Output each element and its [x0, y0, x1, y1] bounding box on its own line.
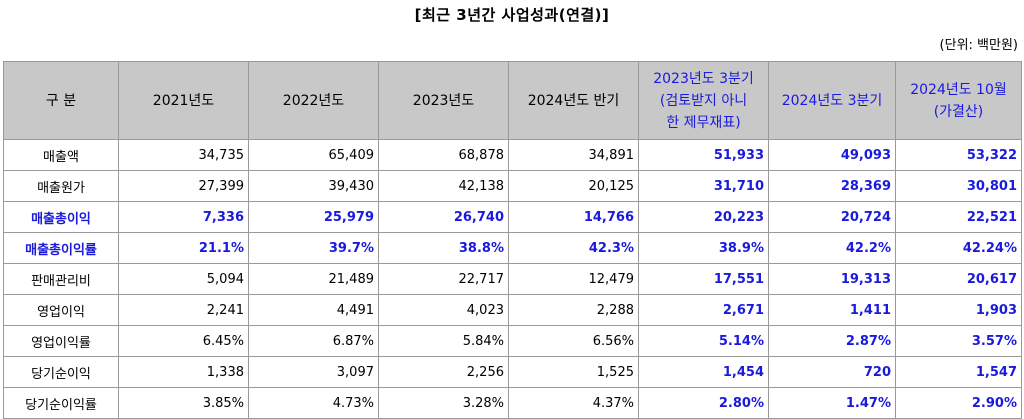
- table-cell: 6.56%: [508, 325, 639, 357]
- table-cell: 4,491: [248, 294, 379, 326]
- table-cell: 22,521: [895, 201, 1022, 233]
- table-title: [최근 3년간 사업성과(연결)]: [414, 6, 610, 24]
- table-cell: 30,801: [895, 170, 1022, 202]
- table-cell: 49,093: [768, 139, 896, 171]
- table-cell: 53,322: [895, 139, 1022, 171]
- table-cell: 2.87%: [768, 325, 896, 357]
- table-cell: 42,138: [378, 170, 509, 202]
- table-cell: 39.7%: [248, 232, 379, 264]
- table-cell: 38.8%: [378, 232, 509, 264]
- table-cell: 720: [768, 356, 896, 388]
- row-label: 당기순이익: [3, 356, 119, 388]
- header-2023: 2023년도: [378, 61, 509, 140]
- header-category: 구 분: [3, 61, 119, 140]
- table-cell: 6.87%: [248, 325, 379, 357]
- table-cell: 4.37%: [508, 387, 639, 419]
- table-cell: 22,717: [378, 263, 509, 295]
- table-cell: 7,336: [118, 201, 249, 233]
- table-row: 당기순이익 1,338 3,097 2,256 1,525 1,454 720 1,547: [3, 356, 1022, 388]
- table-cell: 20,223: [638, 201, 769, 233]
- row-label: 영업이익률: [3, 325, 119, 357]
- header-2023-q3: 2023년도 3분기 (검토받지 아니 한 제무재표): [638, 61, 769, 140]
- table-cell: 2,288: [508, 294, 639, 326]
- table-cell: 68,878: [378, 139, 509, 171]
- table-cell: 20,617: [895, 263, 1022, 295]
- table-cell: 5.14%: [638, 325, 769, 357]
- table-cell: 2,241: [118, 294, 249, 326]
- table-cell: 3.28%: [378, 387, 509, 419]
- table-cell: 25,979: [248, 201, 379, 233]
- table-cell: 14,766: [508, 201, 639, 233]
- table-cell: 2.90%: [895, 387, 1022, 419]
- table-row: 매출액 34,735 65,409 68,878 34,891 51,933 49,093 5…: [3, 139, 1022, 171]
- row-label: 판매관리비: [3, 263, 119, 295]
- table-cell: 26,740: [378, 201, 509, 233]
- table-cell: 1,411: [768, 294, 896, 326]
- table-cell: 1,525: [508, 356, 639, 388]
- table-cell: 20,724: [768, 201, 896, 233]
- table-cell: 31,710: [638, 170, 769, 202]
- table-cell: 42.24%: [895, 232, 1022, 264]
- table-row: 매출원가 27,399 39,430 42,138 20,125 31,710 28,369…: [3, 170, 1022, 202]
- header-2024-half: 2024년도 반기: [508, 61, 639, 140]
- row-label: 매출총이익: [3, 201, 119, 233]
- table-cell: 21.1%: [118, 232, 249, 264]
- table-cell: 34,735: [118, 139, 249, 171]
- table-cell: 1.47%: [768, 387, 896, 419]
- table-cell: 3.85%: [118, 387, 249, 419]
- table-cell: 42.3%: [508, 232, 639, 264]
- table-cell: 65,409: [248, 139, 379, 171]
- table-cell: 42.2%: [768, 232, 896, 264]
- table-row: 영업이익률 6.45% 6.87% 5.84% 6.56% 5.14% 2.87% 3.57%: [3, 325, 1022, 357]
- header-2022: 2022년도: [248, 61, 379, 140]
- table-cell: 28,369: [768, 170, 896, 202]
- table-cell: 5,094: [118, 263, 249, 295]
- table-row: 매출총이익 7,336 25,979 26,740 14,766 20,223 20,724…: [3, 201, 1022, 233]
- table-row: 당기순이익률 3.85% 4.73% 3.28% 4.37% 2.80% 1.47% 2.90…: [3, 387, 1022, 419]
- table-cell: 1,903: [895, 294, 1022, 326]
- table-cell: 2,671: [638, 294, 769, 326]
- header-2021: 2021년도: [118, 61, 249, 140]
- unit-note: (단위: 백만원): [939, 38, 1018, 53]
- table-cell: 39,430: [248, 170, 379, 202]
- performance-table: 구 분 2021년도 2022년도 2023년도 2024년도 반기 2023년…: [3, 61, 1022, 419]
- table-cell: 1,338: [118, 356, 249, 388]
- table-row: 영업이익 2,241 4,491 4,023 2,288 2,671 1,411 1,903: [3, 294, 1022, 326]
- table-cell: 4,023: [378, 294, 509, 326]
- row-label: 당기순이익률: [3, 387, 119, 419]
- table-cell: 2,256: [378, 356, 509, 388]
- table-cell: 34,891: [508, 139, 639, 171]
- table-cell: 1,454: [638, 356, 769, 388]
- table-cell: 6.45%: [118, 325, 249, 357]
- table-cell: 2.80%: [638, 387, 769, 419]
- row-label: 매출총이익률: [3, 232, 119, 264]
- table-cell: 12,479: [508, 263, 639, 295]
- header-2024-q3: 2024년도 3분기: [768, 61, 896, 140]
- table-cell: 17,551: [638, 263, 769, 295]
- table-cell: 3.57%: [895, 325, 1022, 357]
- table-cell: 1,547: [895, 356, 1022, 388]
- table-cell: 19,313: [768, 263, 896, 295]
- table-cell: 3,097: [248, 356, 379, 388]
- header-row: 구 분 2021년도 2022년도 2023년도 2024년도 반기 2023년…: [3, 61, 1022, 140]
- table-cell: 21,489: [248, 263, 379, 295]
- row-label: 영업이익: [3, 294, 119, 326]
- row-label: 매출원가: [3, 170, 119, 202]
- table-cell: 5.84%: [378, 325, 509, 357]
- table-cell: 38.9%: [638, 232, 769, 264]
- table-cell: 20,125: [508, 170, 639, 202]
- table-cell: 27,399: [118, 170, 249, 202]
- row-label: 매출액: [3, 139, 119, 171]
- table-cell: 4.73%: [248, 387, 379, 419]
- table-row: 매출총이익률 21.1% 39.7% 38.8% 42.3% 38.9% 42.2% 42.2…: [3, 232, 1022, 264]
- table-row: 판매관리비 5,094 21,489 22,717 12,479 17,551 19,313…: [3, 263, 1022, 295]
- table-cell: 51,933: [638, 139, 769, 171]
- header-2024-oct: 2024년도 10월 (가결산): [895, 61, 1022, 140]
